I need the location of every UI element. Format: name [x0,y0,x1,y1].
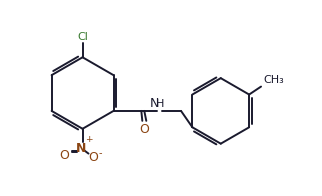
Text: O: O [139,123,149,136]
Text: N: N [75,142,86,155]
Text: O: O [60,149,70,162]
Text: N: N [149,97,159,111]
Text: -: - [99,148,102,158]
Text: +: + [86,135,93,144]
Text: Cl: Cl [77,32,88,42]
Text: CH₃: CH₃ [263,75,284,85]
Text: O: O [89,151,99,164]
Text: H: H [156,99,164,109]
